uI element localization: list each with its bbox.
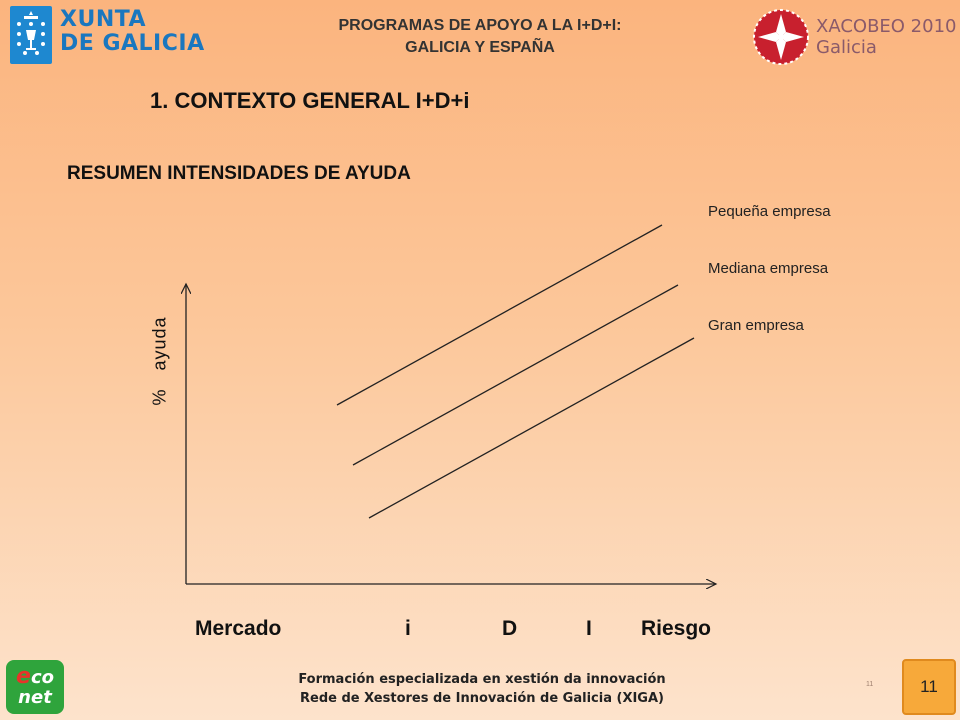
econet-logo-e: e [16, 664, 31, 689]
y-axis-label: % ayuda [149, 316, 170, 406]
header-title: PROGRAMAS DE APOYO A LA I+D+I: GALICIA Y… [280, 15, 680, 59]
line-gran-empresa [368, 337, 695, 519]
xacobeo-cross-icon [752, 8, 810, 66]
x-label-i: i [405, 617, 411, 640]
line-mediana-empresa [352, 284, 679, 466]
xunta-shield-icon [10, 6, 52, 64]
footer-line2: Rede de Xestores de Innovación de Galici… [300, 691, 664, 706]
x-label-I: I [586, 617, 592, 640]
page-number-badge: 11 [902, 659, 956, 715]
x-label-mercado: Mercado [195, 617, 282, 640]
section-title: 1. CONTEXTO GENERAL I+D+i [150, 88, 470, 113]
legend-pequena-empresa: Pequeña empresa [708, 203, 831, 220]
xacobeo-logo-line1: XACOBEO 2010 [816, 16, 957, 37]
econet-logo: eco net [6, 660, 64, 714]
legend-mediana-empresa: Mediana empresa [708, 260, 829, 277]
econet-logo-co: co [30, 667, 54, 688]
xacobeo-logo-line2: Galicia [816, 37, 877, 58]
xunta-logo-line1: XUNTA [60, 7, 147, 32]
x-label-d: D [502, 617, 518, 640]
x-label-riesgo: Riesgo [641, 617, 712, 640]
xunta-logo-text: XUNTA DE GALICIA [60, 8, 205, 56]
econet-logo-net: net [18, 687, 52, 708]
xunta-logo-line2: DE GALICIA [60, 31, 205, 56]
small-slide-number: 11 [866, 681, 874, 688]
subtitle: RESUMEN INTENSIDADES DE AYUDA [67, 163, 411, 184]
header-title-line2: GALICIA Y ESPAÑA [405, 39, 555, 56]
header-title-line1: PROGRAMAS DE APOYO A LA I+D+I: [338, 17, 622, 34]
xacobeo-logo-text: XACOBEO 2010 Galicia [816, 16, 956, 58]
legend-gran-empresa: Gran empresa [708, 317, 804, 334]
footer-text: Formación especializada en xestión da in… [240, 670, 724, 708]
footer-line1: Formación especializada en xestión da in… [298, 672, 666, 687]
line-pequena-empresa [336, 224, 663, 406]
